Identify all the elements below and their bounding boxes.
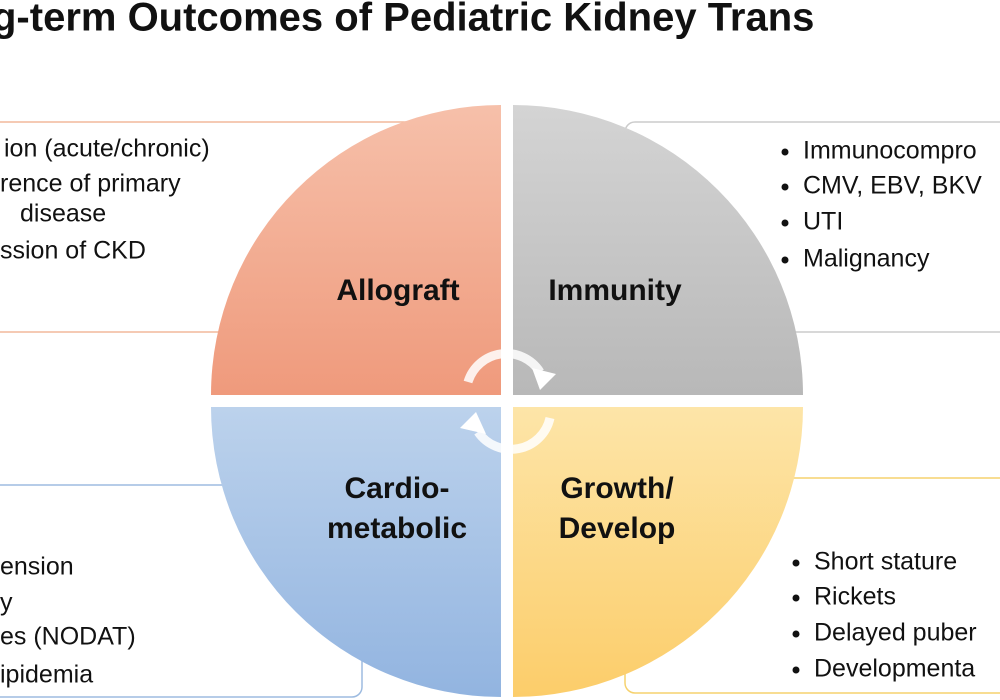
quadrant [513,105,803,395]
content: Allograft ion (acute/chronic) rence of pri… [0,135,982,689]
bullet [781,183,789,191]
bullet [781,148,789,156]
list-item: ipidemia [0,661,93,689]
list-item: Immunocompro [803,137,977,165]
quadrant [211,407,501,697]
bullet [781,219,789,227]
list-item: Delayed puber [814,619,977,647]
bullet [792,594,800,602]
list-item: y [0,589,13,617]
arrow-head [460,412,486,434]
list-item: disease [20,200,106,228]
list-item: CMV, EBV, BKV [803,172,982,200]
list-item: es (NODAT) [0,623,136,651]
list-item: Short stature [814,548,957,576]
quadrant [513,407,803,697]
quadrant-label: Immunity [548,274,682,307]
list-item: ion (acute/chronic) [4,135,210,163]
bullet [781,256,789,264]
quadrant-label: Cardio- [345,472,450,505]
quadrant-label: Allograft [336,274,459,307]
list-item: Rickets [814,583,896,611]
list-item: rence of primary [0,170,181,198]
title: g-term Outcomes of Pediatric Kidney Tran… [0,0,814,40]
list-item: UTI [803,208,843,236]
list-item: ssion of CKD [0,237,146,265]
quadrant-label: Develop [559,512,676,545]
bullet [792,559,800,567]
quadrant [211,105,501,395]
bullet [792,630,800,638]
arrow-head [532,368,556,390]
list-item: ension [0,553,74,581]
quadrant-label: Growth/ [560,472,674,505]
bullet [792,666,800,674]
list-item: Malignancy [803,245,930,273]
cycle-arrows [463,349,555,454]
list-item: Developmenta [814,655,975,683]
quadrant-label: metabolic [327,512,467,545]
